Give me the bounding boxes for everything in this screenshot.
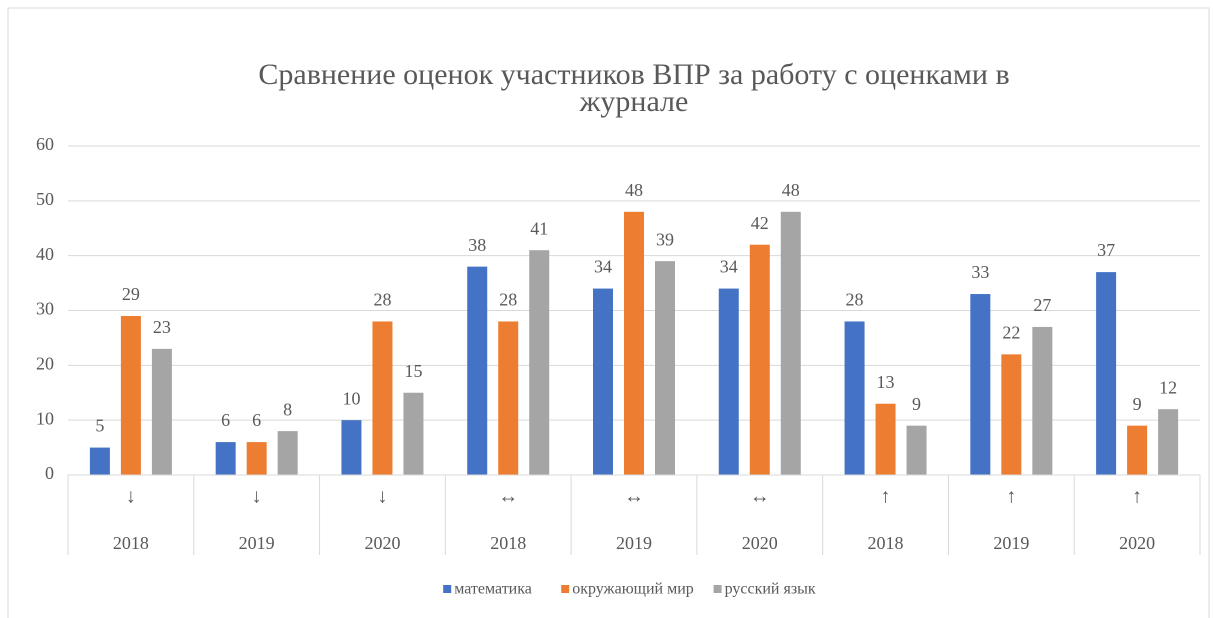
x-tick-label: 2018 [868, 533, 904, 553]
bar [749, 244, 770, 475]
x-tick-label: 2018 [113, 533, 149, 553]
bar [89, 447, 110, 475]
data-label: 12 [1159, 377, 1177, 397]
data-label: 34 [720, 257, 738, 277]
x-tick-label: 2019 [616, 533, 652, 553]
legend-label: русский язык [725, 581, 816, 598]
bar [498, 321, 519, 475]
category-mark: ↓ [377, 486, 387, 508]
data-label: 6 [221, 410, 230, 430]
bar [718, 288, 739, 475]
bar [151, 348, 172, 475]
legend-swatch [561, 585, 570, 593]
bar [120, 315, 141, 475]
data-label: 28 [846, 290, 864, 310]
bar [844, 321, 865, 475]
bar [655, 261, 675, 475]
data-label: 6 [252, 410, 261, 430]
data-label: 27 [1033, 295, 1051, 315]
data-label: 41 [530, 218, 548, 238]
data-label: 13 [877, 372, 895, 392]
data-label: 9 [1133, 394, 1142, 414]
y-tick-label: 60 [36, 134, 54, 154]
bar [970, 294, 991, 475]
data-label: 28 [373, 290, 391, 310]
category-mark: ↓ [126, 486, 136, 508]
data-label: 39 [656, 229, 674, 249]
chart-title: журнале [579, 85, 689, 118]
bar [1127, 425, 1148, 475]
x-tick-label: 2020 [364, 533, 400, 553]
bar [529, 250, 550, 475]
bar [246, 442, 267, 475]
bar [593, 288, 613, 475]
data-label: 42 [751, 213, 769, 233]
category-mark: ↔ [498, 486, 518, 508]
data-label: 22 [1002, 322, 1020, 342]
y-tick-label: 0 [45, 463, 54, 483]
bar [624, 211, 644, 476]
bar [341, 420, 362, 475]
y-tick-label: 30 [36, 299, 54, 319]
bar [467, 266, 488, 475]
x-tick-label: 2019 [239, 533, 275, 553]
bar [215, 442, 236, 475]
data-label: 37 [1097, 240, 1115, 260]
data-label: 8 [283, 399, 292, 419]
data-label: 48 [782, 180, 800, 200]
data-label: 48 [625, 180, 643, 200]
y-tick-label: 50 [36, 189, 54, 209]
legend-label: окружающий мир [572, 581, 694, 598]
bar [372, 321, 393, 475]
x-tick-label: 2018 [490, 533, 526, 553]
data-label: 9 [912, 394, 921, 414]
legend-label: математика [454, 581, 532, 598]
bar [875, 403, 896, 475]
legend-swatch [713, 585, 722, 593]
category-mark: ↑ [881, 486, 891, 508]
data-label: 34 [594, 257, 612, 277]
chart-title: Сравнение оценок участников ВПР за работ… [258, 58, 1009, 91]
y-tick-label: 10 [36, 408, 54, 428]
data-label: 28 [499, 290, 517, 310]
bar [906, 425, 927, 475]
category-mark: ↔ [750, 486, 770, 508]
category-mark: ↑ [1132, 486, 1142, 508]
legend-swatch [443, 585, 452, 593]
bar [780, 211, 801, 476]
data-label: 23 [153, 317, 171, 337]
bar [403, 392, 424, 475]
bar [1158, 409, 1179, 475]
data-label: 5 [95, 416, 104, 436]
data-label: 33 [971, 262, 989, 282]
bar [277, 431, 298, 475]
bar [1032, 326, 1053, 475]
data-label: 38 [468, 235, 486, 255]
y-tick-label: 40 [36, 244, 54, 264]
bar [1001, 354, 1022, 475]
x-tick-label: 2020 [1119, 533, 1155, 553]
category-mark: ↑ [1006, 486, 1016, 508]
y-tick-label: 20 [36, 353, 54, 373]
bar [1096, 272, 1117, 475]
x-tick-label: 2019 [993, 533, 1029, 553]
category-mark: ↔ [624, 486, 644, 508]
data-label: 15 [404, 361, 422, 381]
category-mark: ↓ [252, 486, 262, 508]
data-label: 10 [342, 388, 360, 408]
data-label: 29 [122, 284, 140, 304]
x-tick-label: 2020 [742, 533, 778, 553]
